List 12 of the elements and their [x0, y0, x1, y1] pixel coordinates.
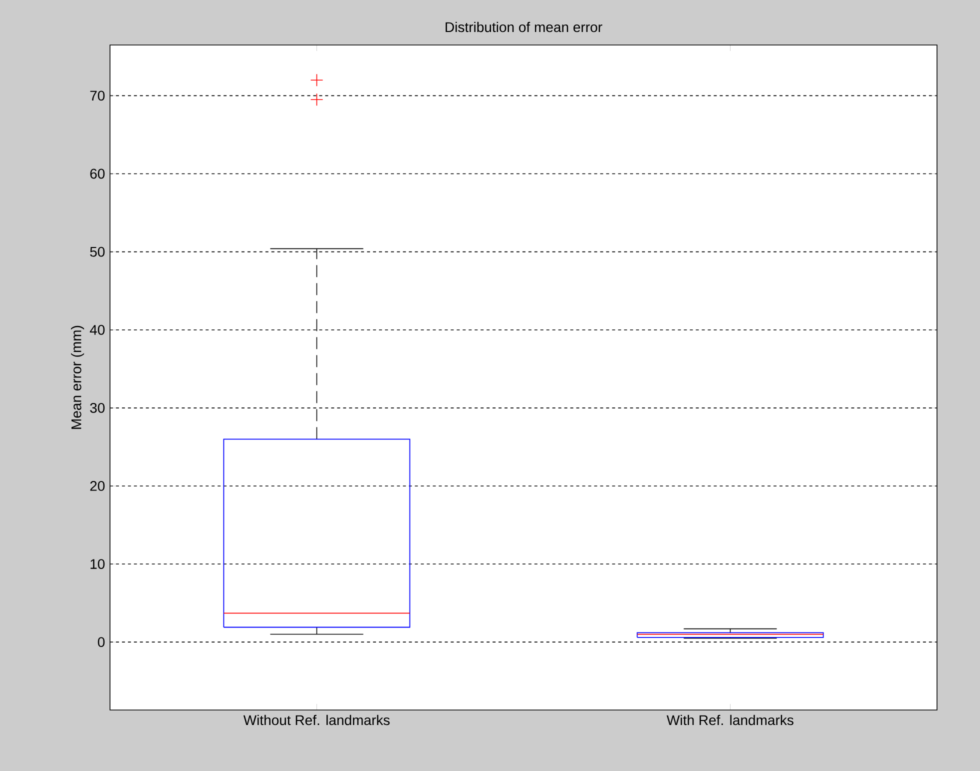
y-tick-label: 40 [90, 324, 105, 335]
y-tick-label: 20 [90, 481, 105, 491]
y-tick-label: 30 [90, 402, 105, 413]
y-tick-label: 70 [90, 90, 105, 101]
chart-title: Distribution of mean error [446, 22, 602, 32]
x-tick-label: Without Ref. landmarks [243, 714, 390, 726]
y-tick-label: 10 [90, 559, 105, 569]
x-tick-label: With Ref. landmarks [666, 714, 794, 726]
y-tick-label: 50 [90, 246, 105, 257]
y-tick-label: 0 [98, 637, 105, 648]
y-axis-title: Mean error (mm) [71, 326, 84, 429]
y-tick-label: 60 [90, 168, 105, 179]
